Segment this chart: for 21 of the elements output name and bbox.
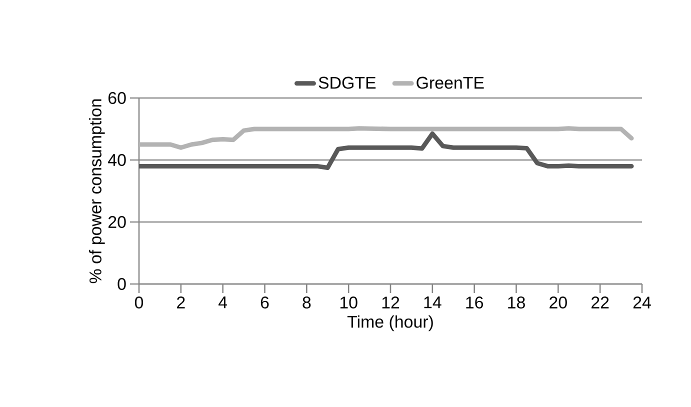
x-tick-label: 24: [633, 296, 651, 308]
x-tick-label: 18: [508, 296, 525, 309]
y-tick-label: 0: [118, 278, 126, 290]
x-tick-label: 14: [424, 296, 442, 308]
y-tick-label: 20: [108, 216, 126, 228]
y-tick-label: 40: [108, 154, 126, 166]
x-axis-title: Time (hour): [347, 315, 433, 332]
x-tick-label: 4: [218, 296, 228, 308]
x-tick-label: 20: [550, 296, 567, 309]
x-tick-label: 0: [134, 296, 144, 309]
x-tick-label: 16: [466, 296, 484, 309]
legend-label: GreenTE: [416, 76, 484, 89]
y-axis-title: % of power consumption: [89, 99, 105, 284]
x-tick-label: 8: [302, 296, 311, 309]
x-tick-label: 6: [260, 296, 269, 309]
x-tick-label: 2: [177, 296, 185, 308]
x-tick-label: 10: [340, 296, 358, 309]
y-tick-label: 60: [108, 92, 126, 104]
x-tick-label: 12: [382, 296, 400, 308]
x-tick-label: 22: [592, 296, 609, 308]
legend-label: SDGTE: [318, 76, 376, 89]
